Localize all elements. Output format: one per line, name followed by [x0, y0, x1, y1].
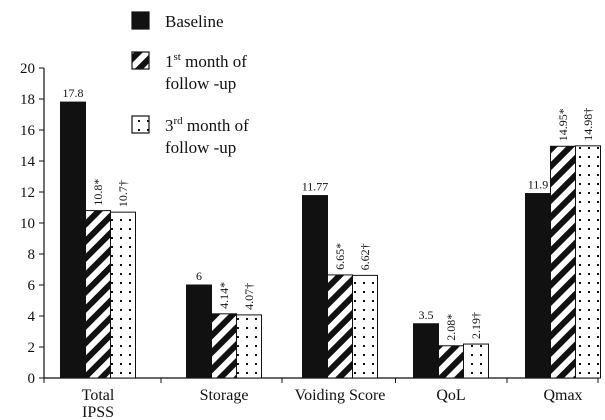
legend-swatch — [131, 51, 150, 70]
chart-axes: 0 2 4 6 8 10 12 14 16 18 20 Total IPSS Storage Voiding… — [20, 61, 599, 420]
bar-data-label: 6 — [196, 269, 202, 283]
bar — [110, 211, 136, 379]
bar-data-label: 10.7† — [116, 180, 130, 207]
y-tick-label: 0 — [28, 371, 36, 387]
legend-item: Baseline — [131, 11, 224, 31]
legend-label: 3rd month of — [165, 115, 249, 135]
legend-label: 1st month of — [165, 51, 247, 71]
bar-data-label: 14.95* — [556, 108, 570, 141]
y-tick-label: 8 — [28, 247, 36, 263]
x-category-label: Voiding Score — [295, 387, 386, 404]
bar-data-label: 6.62† — [358, 243, 372, 270]
x-category-label: Total IPSS — [82, 387, 115, 420]
bar-data-label: 2.08* — [444, 314, 458, 341]
chart-bars — [60, 101, 601, 379]
y-tick-label: 18 — [20, 92, 35, 108]
y-tick-label: 20 — [20, 61, 35, 77]
bar — [236, 314, 262, 379]
x-category-label: QoL — [436, 387, 465, 404]
legend-label-line2: follow -up — [165, 138, 236, 157]
bar — [60, 101, 86, 379]
bar — [413, 323, 439, 379]
bar — [463, 343, 489, 379]
chart-data-labels: 17.8 6 11.77 3.5 11.9 10.8* 4.14* 6.65* 2.08* 14.… — [63, 86, 596, 341]
bar — [211, 313, 237, 379]
bar — [575, 145, 601, 379]
legend-label: Baseline — [165, 12, 224, 31]
bar-data-label: 11.77 — [302, 180, 329, 194]
bar-data-label: 4.14* — [217, 282, 231, 309]
bar-data-label: 10.8* — [91, 179, 105, 206]
bar-data-label: 17.8 — [63, 86, 84, 100]
bar-data-label: 6.65* — [333, 243, 347, 270]
bar-data-label: 4.07† — [242, 283, 256, 310]
bar — [85, 210, 111, 379]
bar-data-label: 14.98† — [581, 108, 595, 141]
bar — [186, 284, 212, 379]
legend-item: 3rd month of follow -up — [131, 115, 249, 157]
bar-data-label: 2.19† — [469, 312, 483, 339]
y-tick-label: 12 — [20, 185, 35, 201]
bar — [327, 274, 353, 379]
y-tick-label: 16 — [20, 123, 36, 139]
bar-data-label: 3.5 — [419, 308, 434, 322]
bar — [302, 195, 328, 379]
bar — [550, 145, 576, 379]
bar — [352, 274, 378, 379]
y-tick-label: 2 — [28, 340, 36, 356]
y-tick-label: 10 — [20, 216, 35, 232]
legend-swatch — [131, 11, 150, 30]
x-category-label: Qmax — [543, 387, 582, 404]
legend-swatch — [131, 115, 150, 134]
legend-label-line2: follow -up — [165, 74, 236, 93]
bar — [525, 193, 551, 379]
y-tick-label: 6 — [28, 278, 36, 294]
legend-item: 1st month of follow -up — [131, 51, 247, 93]
bar — [438, 345, 464, 379]
x-category-label: Storage — [200, 387, 249, 404]
bar-data-label: 11.9 — [528, 178, 549, 192]
y-tick-label: 14 — [20, 154, 36, 170]
y-tick-label: 4 — [28, 309, 36, 325]
